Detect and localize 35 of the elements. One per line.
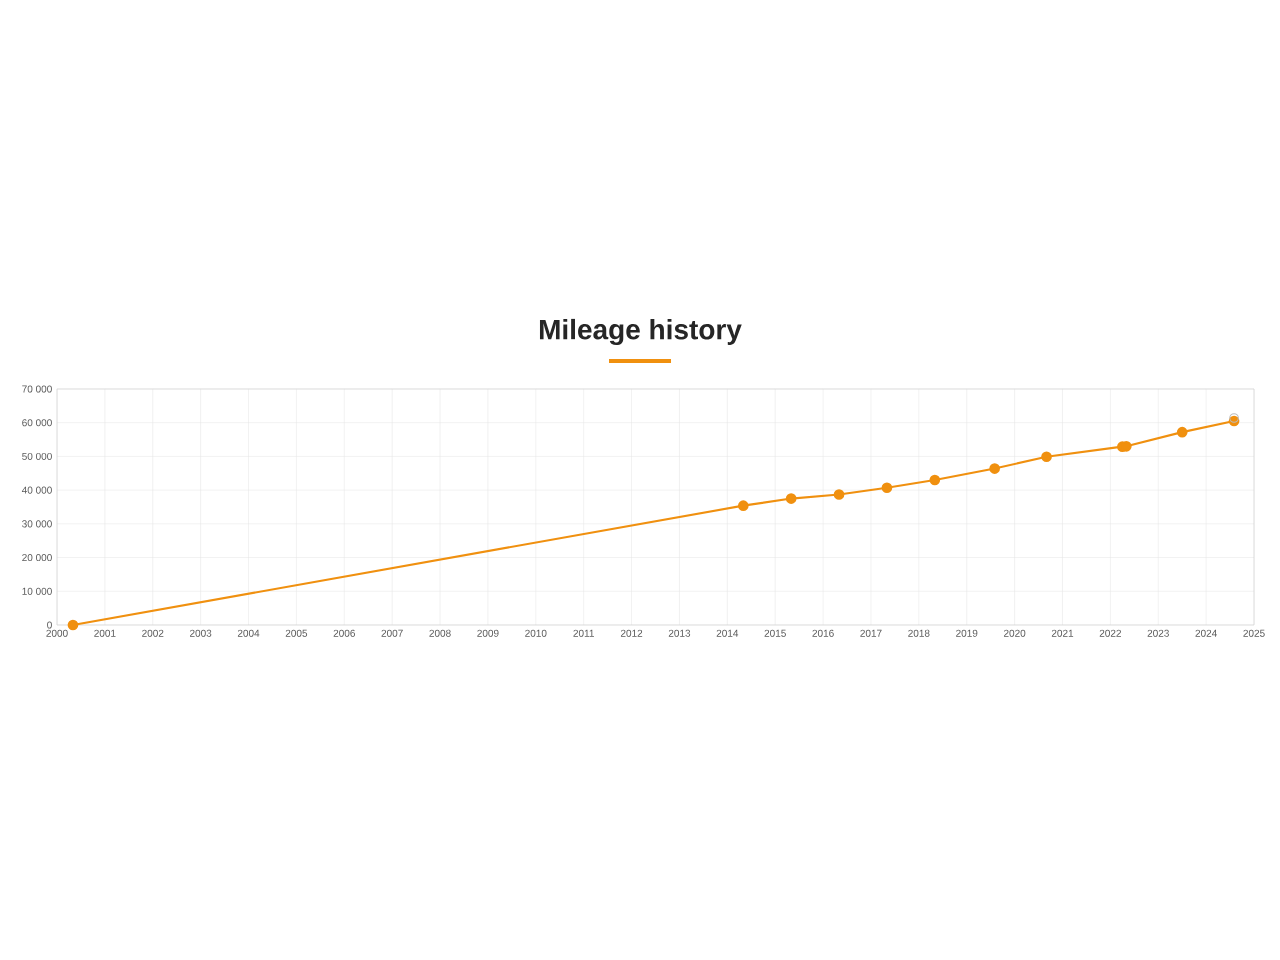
x-tick-label: 2003 (190, 629, 212, 637)
x-tick-label: 2014 (716, 629, 739, 637)
x-tick-label: 2002 (142, 629, 164, 637)
x-tick-label: 2013 (668, 629, 691, 637)
x-tick-label: 2011 (573, 629, 594, 637)
y-tick-label: 30 000 (22, 520, 52, 528)
x-tick-label: 2020 (1003, 629, 1026, 637)
x-tick-label: 2017 (860, 629, 882, 637)
x-tick-label: 2023 (1147, 629, 1169, 637)
chart-title: Mileage history (539, 318, 742, 346)
x-tick-label: 2016 (812, 629, 834, 637)
x-tick-label: 2024 (1195, 629, 1217, 637)
x-tick-label: 2010 (525, 629, 547, 637)
y-tick-label: 10 000 (22, 587, 52, 595)
y-tick-label: 60 000 (22, 419, 52, 427)
x-tick-label: 2000 (46, 629, 68, 637)
x-tick-label: 2012 (620, 629, 643, 637)
x-tick-label: 2025 (1243, 629, 1265, 637)
x-tick-label: 2007 (381, 629, 403, 637)
y-tick-label: 0 (47, 621, 52, 629)
x-tick-label: 2022 (1099, 629, 1121, 637)
y-tick-label: 20 000 (22, 554, 52, 562)
x-tick-label: 2006 (333, 629, 355, 637)
x-tick-label: 2019 (956, 629, 978, 637)
x-tick-label: 2004 (237, 629, 260, 637)
x-tick-label: 2008 (429, 629, 451, 637)
x-tick-label: 2021 (1051, 629, 1074, 637)
x-tick-label: 2005 (285, 629, 308, 637)
y-tick-label: 40 000 (21, 486, 52, 494)
x-tick-label: 2015 (764, 629, 786, 637)
x-tick-label: 2009 (477, 629, 499, 637)
x-tick-label: 2018 (908, 629, 930, 637)
x-tick-label: 2001 (94, 629, 116, 637)
y-tick-label: 50 000 (22, 452, 52, 460)
y-tick-label: 70 000 (22, 385, 52, 393)
